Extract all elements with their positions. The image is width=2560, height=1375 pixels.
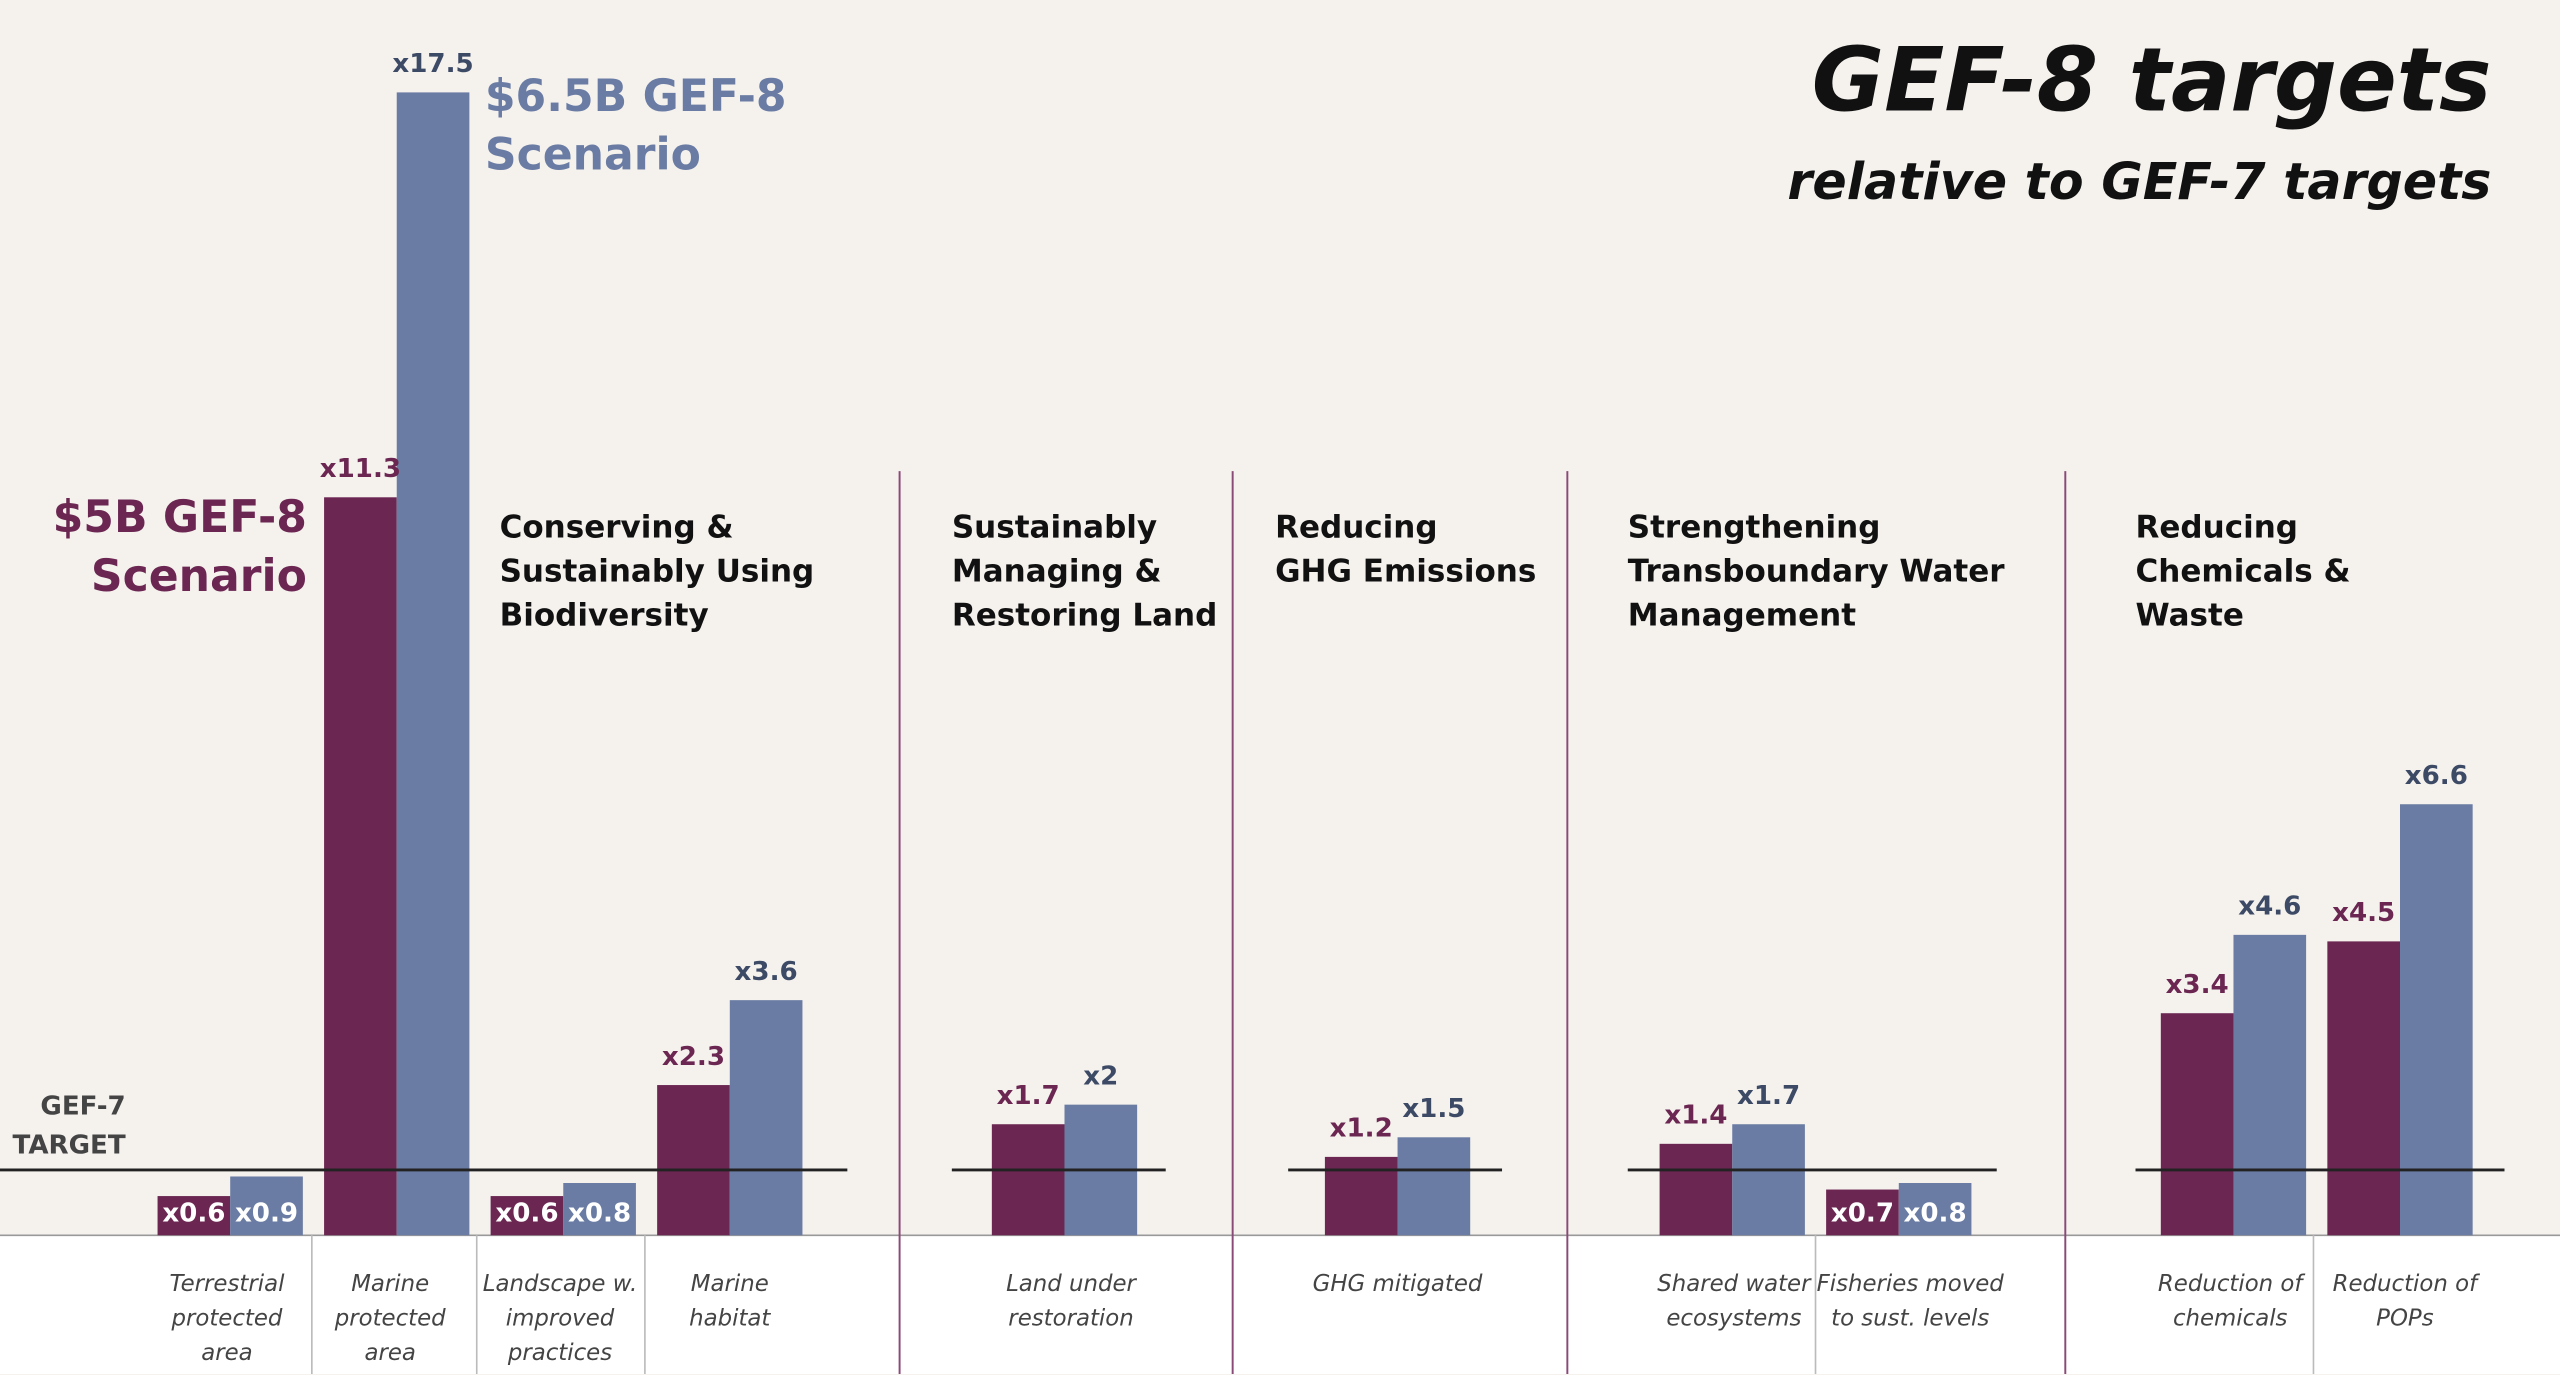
x-tick-label: Reduction of POPs (2333, 1271, 2480, 1331)
legend-label: $6.5B GEF-8 Scenario (485, 71, 787, 181)
bar (657, 1085, 730, 1236)
bar (991, 1124, 1065, 1236)
value-label: x1.4 (1664, 1101, 1727, 1131)
value-label: x0.6 (495, 1199, 558, 1229)
x-tick-label: Fisheries moved to sust. levels (1817, 1271, 2005, 1331)
bar (1826, 1189, 1899, 1236)
chart-subtitle: relative to GEF-7 targets (1787, 152, 2491, 211)
bar (2233, 934, 2307, 1236)
value-label: x1.7 (997, 1081, 1060, 1111)
value-label: x3.4 (2166, 970, 2229, 1000)
group-title: Strengthening Transboundary Water Manageme… (1628, 509, 2006, 633)
bar (230, 1176, 303, 1236)
value-label: x17.5 (392, 49, 473, 79)
value-label: x1.5 (1402, 1094, 1465, 1124)
bar (396, 92, 470, 1236)
value-label: x2.3 (662, 1042, 725, 1072)
value-label: x0.8 (568, 1199, 631, 1229)
x-tick-label: GHG mitigated (1313, 1271, 1483, 1297)
value-label: x3.6 (735, 957, 798, 987)
value-label: x4.5 (2332, 898, 2395, 928)
bar (729, 1000, 803, 1236)
x-tick-label: Marine habitat (689, 1271, 771, 1331)
chart-title: GEF-8 targets (1812, 28, 2492, 131)
bar (2160, 1013, 2234, 1236)
bar (324, 497, 397, 1236)
label-background (0, 1235, 2560, 1375)
x-tick-label: Marine protected area (334, 1271, 446, 1366)
group-title: Reducing GHG Emissions (1275, 509, 1536, 589)
value-label: x4.6 (2238, 892, 2301, 922)
value-label: x1.2 (1330, 1114, 1393, 1144)
x-tick-label: Land under restoration (1006, 1271, 1137, 1331)
x-tick-label: Shared water ecosystems (1657, 1271, 1812, 1331)
x-tick-label: Landscape w. improved practices (483, 1271, 637, 1366)
value-label: x11.3 (320, 454, 401, 484)
value-label: x0.9 (235, 1199, 298, 1229)
legend-label: $5B GEF-8 Scenario (53, 492, 307, 602)
bar (490, 1196, 564, 1236)
bar (1397, 1137, 1471, 1236)
bar (1659, 1143, 1733, 1236)
target-label: GEF-7 TARGET (13, 1091, 126, 1160)
group-title: Reducing Chemicals & Waste (2136, 509, 2351, 633)
value-label: x2 (1083, 1061, 1118, 1091)
value-label: x6.6 (2405, 761, 2468, 791)
bar (2327, 941, 2400, 1236)
group-title: Sustainably Managing & Restoring Land (952, 509, 1218, 633)
value-label: x0.7 (1831, 1199, 1894, 1229)
value-label: x1.7 (1737, 1081, 1800, 1111)
bar (157, 1196, 231, 1236)
bar (563, 1183, 636, 1236)
x-tick-label: Reduction of chemicals (2158, 1271, 2305, 1331)
value-label: x0.8 (1904, 1199, 1967, 1229)
value-label: x0.6 (162, 1199, 225, 1229)
bar (1898, 1183, 1972, 1236)
bar (2400, 804, 2473, 1236)
x-tick-label: Terrestrial protected area (169, 1271, 285, 1366)
group-title: Conserving & Sustainably Using Biodiversit… (500, 509, 815, 633)
bar (1732, 1124, 1805, 1236)
